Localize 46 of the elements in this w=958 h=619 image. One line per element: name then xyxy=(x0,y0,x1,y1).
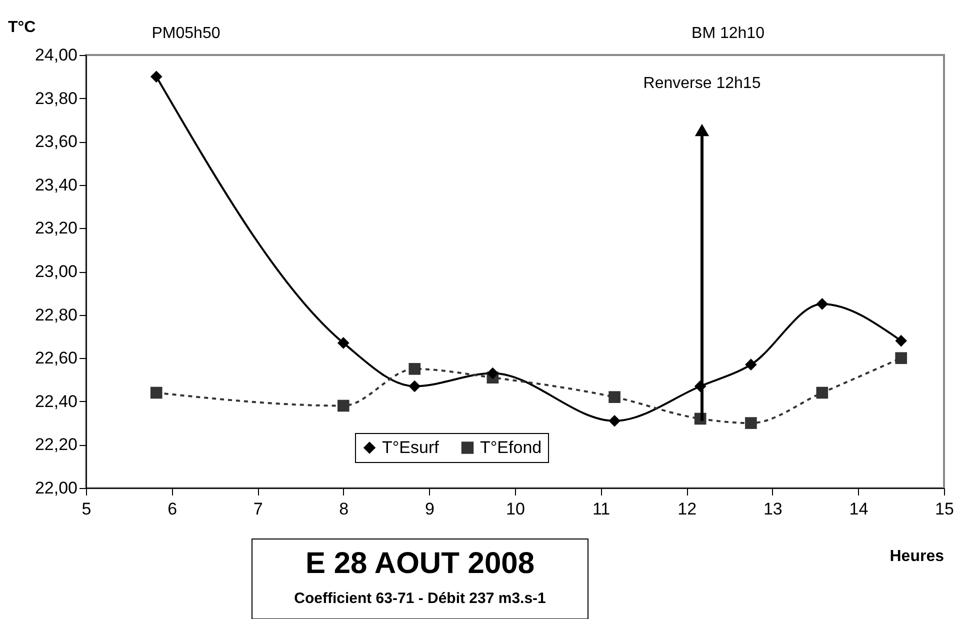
y-axis-title: T°C xyxy=(8,19,36,36)
x-tick-label: 14 xyxy=(849,500,868,518)
point xyxy=(486,367,499,380)
y-tick-label: 22,80 xyxy=(34,305,78,324)
y-tick-label: 22,00 xyxy=(34,478,78,498)
point xyxy=(745,417,757,429)
point xyxy=(337,400,350,412)
y-tick-label: 22,60 xyxy=(34,348,78,368)
x-axis-title: Heures xyxy=(890,548,944,565)
point xyxy=(608,391,620,403)
x-tick-label: 6 xyxy=(168,500,178,518)
x-tick-label: 7 xyxy=(253,500,263,518)
text: BM 12h10 xyxy=(692,25,765,42)
x-tick-label: 12 xyxy=(678,500,697,518)
y-tick-label: 22,40 xyxy=(34,392,78,411)
x-tick-label: 13 xyxy=(763,500,782,518)
y-tick-label: 23,40 xyxy=(34,175,78,194)
y-tick-label: 23,60 xyxy=(34,132,78,152)
text: E 28 AOUT 2008 xyxy=(306,547,534,580)
annotation: Renverse 12h15 xyxy=(643,75,761,92)
x-tick-label: 8 xyxy=(339,500,349,518)
point xyxy=(150,386,162,399)
x-tick-label: 10 xyxy=(506,500,525,518)
point xyxy=(745,358,757,371)
point xyxy=(150,70,162,83)
y-tick-label: 23,80 xyxy=(34,88,78,108)
legend-label: T°Esurf xyxy=(382,438,440,457)
y-tick-label: 23,00 xyxy=(34,262,78,281)
point xyxy=(608,414,620,427)
legend-label: T°Efond xyxy=(480,438,542,457)
point xyxy=(408,380,421,392)
point xyxy=(895,352,908,364)
point xyxy=(337,337,350,349)
y-tick-label: 23,20 xyxy=(34,218,78,238)
x-tick-label: 9 xyxy=(424,500,434,518)
point xyxy=(816,298,828,310)
text: Coefficient 63-71 - Débit 237 m3.s-1 xyxy=(294,590,546,607)
point xyxy=(816,386,828,399)
point xyxy=(895,334,908,347)
y-tick-label: 22,20 xyxy=(34,435,78,454)
x-tick-label: 5 xyxy=(82,500,92,518)
x-tick-label: 15 xyxy=(935,500,954,518)
x-tick-label: 11 xyxy=(592,500,610,518)
text: PM05h50 xyxy=(152,25,220,42)
point xyxy=(408,363,421,375)
y-tick-label: 24,00 xyxy=(34,46,78,64)
